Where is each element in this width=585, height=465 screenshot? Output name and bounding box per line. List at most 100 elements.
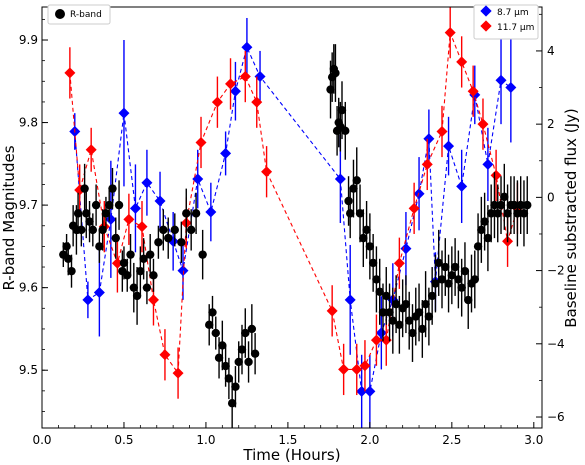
- rband-point: [154, 238, 163, 247]
- y-axis-left: 9.5 9.6 9.7 9.8 9.9: [19, 18, 48, 412]
- rband-point: [341, 126, 350, 136]
- series-11.7um-point: [85, 144, 97, 156]
- rband-point: [424, 312, 434, 321]
- rband-point: [214, 353, 224, 363]
- series-11.7um-point: [123, 213, 135, 225]
- rband-point: [464, 295, 473, 305]
- rband-point: [142, 283, 152, 292]
- rband-point: [237, 345, 247, 354]
- rband-point: [483, 233, 493, 243]
- rband-point: [513, 209, 522, 218]
- rband-point: [73, 209, 83, 218]
- x-tick-label: 3.0: [524, 433, 543, 447]
- rband-point: [378, 308, 388, 317]
- y-right-tick-label: −4: [547, 337, 565, 351]
- series-8.7um-point: [456, 180, 468, 192]
- rband-point: [454, 275, 463, 284]
- rband-point: [337, 105, 347, 115]
- rband-point: [408, 328, 417, 338]
- series-11.7um-point: [456, 56, 468, 68]
- rband-point: [523, 200, 532, 210]
- x-tick-label: 1.5: [278, 433, 297, 447]
- x-tick-label: 0.0: [32, 433, 51, 447]
- rband-point: [231, 382, 240, 391]
- rband-point: [234, 357, 243, 367]
- y-right-tick-label: −2: [547, 264, 565, 278]
- series-11.7um-point: [147, 294, 159, 306]
- rband-point: [434, 258, 443, 268]
- rband-point: [126, 250, 135, 259]
- rband-point: [177, 238, 186, 247]
- series-11.7um-point: [239, 71, 251, 83]
- series-11.7um: [64, 7, 523, 399]
- rband-point: [111, 233, 120, 243]
- rband-point: [67, 266, 76, 276]
- rband-point: [359, 233, 368, 243]
- rband-point: [170, 225, 179, 235]
- rband-point: [123, 271, 132, 280]
- rband-point: [77, 225, 86, 235]
- rband-point: [211, 328, 220, 338]
- rband-point: [418, 324, 427, 334]
- series-11.7um-point: [359, 360, 371, 372]
- series-11.7um-point: [111, 257, 123, 269]
- series-11.7um-point: [408, 202, 420, 214]
- rband-point: [450, 262, 460, 272]
- series-11.7um-point: [64, 67, 76, 79]
- rband-point: [388, 316, 398, 325]
- series-11.7um-point: [444, 27, 456, 39]
- y-left-tick-label: 9.7: [19, 198, 38, 212]
- rband-point: [91, 200, 101, 210]
- rband-point: [375, 287, 384, 296]
- rband-point: [129, 283, 139, 292]
- rband-point: [414, 308, 424, 317]
- series-8.7um-point: [495, 74, 507, 86]
- rband-point: [362, 225, 371, 235]
- series-11.7um-point: [370, 334, 382, 346]
- rband-point: [385, 308, 394, 317]
- series-8.7um-point: [205, 206, 217, 218]
- legend-left-box: [47, 4, 111, 25]
- rband-point: [401, 299, 411, 309]
- series-11.7um-point: [421, 158, 433, 170]
- rband-point: [382, 291, 391, 301]
- series-8.7um-line: [74, 45, 512, 392]
- rband-point: [326, 85, 335, 94]
- rband-point: [486, 209, 496, 218]
- series-11.7um-point: [393, 257, 405, 269]
- series-8.7um-point: [443, 140, 455, 152]
- series-11.7um-point: [467, 85, 479, 97]
- series-11.7um-point: [172, 367, 184, 379]
- x-axis: 0.0 0.5 1.0 1.5 2.0 2.5 3.0: [32, 422, 543, 447]
- series-8.7um-point: [364, 385, 376, 397]
- x-tick-label: 2.0: [360, 433, 379, 447]
- series-11.7um-point: [477, 118, 489, 130]
- series-8.7um: [69, 17, 517, 428]
- rband-point: [503, 209, 512, 218]
- series-11.7um-point: [159, 349, 171, 361]
- series-11.7um-point: [195, 136, 207, 148]
- series-8.7um-point: [93, 287, 105, 299]
- x-tick-label: 0.5: [114, 433, 133, 447]
- rband-point: [473, 242, 483, 251]
- rband-point: [490, 200, 499, 210]
- series-8.7um-point: [220, 147, 232, 159]
- rband-point: [519, 209, 529, 218]
- rband-point: [457, 283, 466, 292]
- rband-point: [191, 209, 201, 218]
- rband-point: [82, 209, 91, 218]
- rband-point: [145, 250, 155, 259]
- rband-point: [345, 209, 355, 218]
- series-11.7um-point: [261, 166, 273, 178]
- series-8.7um-point: [423, 133, 435, 145]
- series-8.7um-point: [241, 41, 253, 53]
- y-left-tick-label: 9.5: [19, 363, 38, 377]
- rband-point: [395, 320, 404, 330]
- rband-point: [119, 258, 129, 268]
- series-8.7um-point: [141, 177, 153, 189]
- series-8.7um-point: [154, 195, 166, 207]
- series-11.7um-point: [211, 96, 223, 108]
- rband-point: [132, 291, 142, 301]
- rband-point: [98, 225, 107, 235]
- rband-point: [331, 68, 340, 78]
